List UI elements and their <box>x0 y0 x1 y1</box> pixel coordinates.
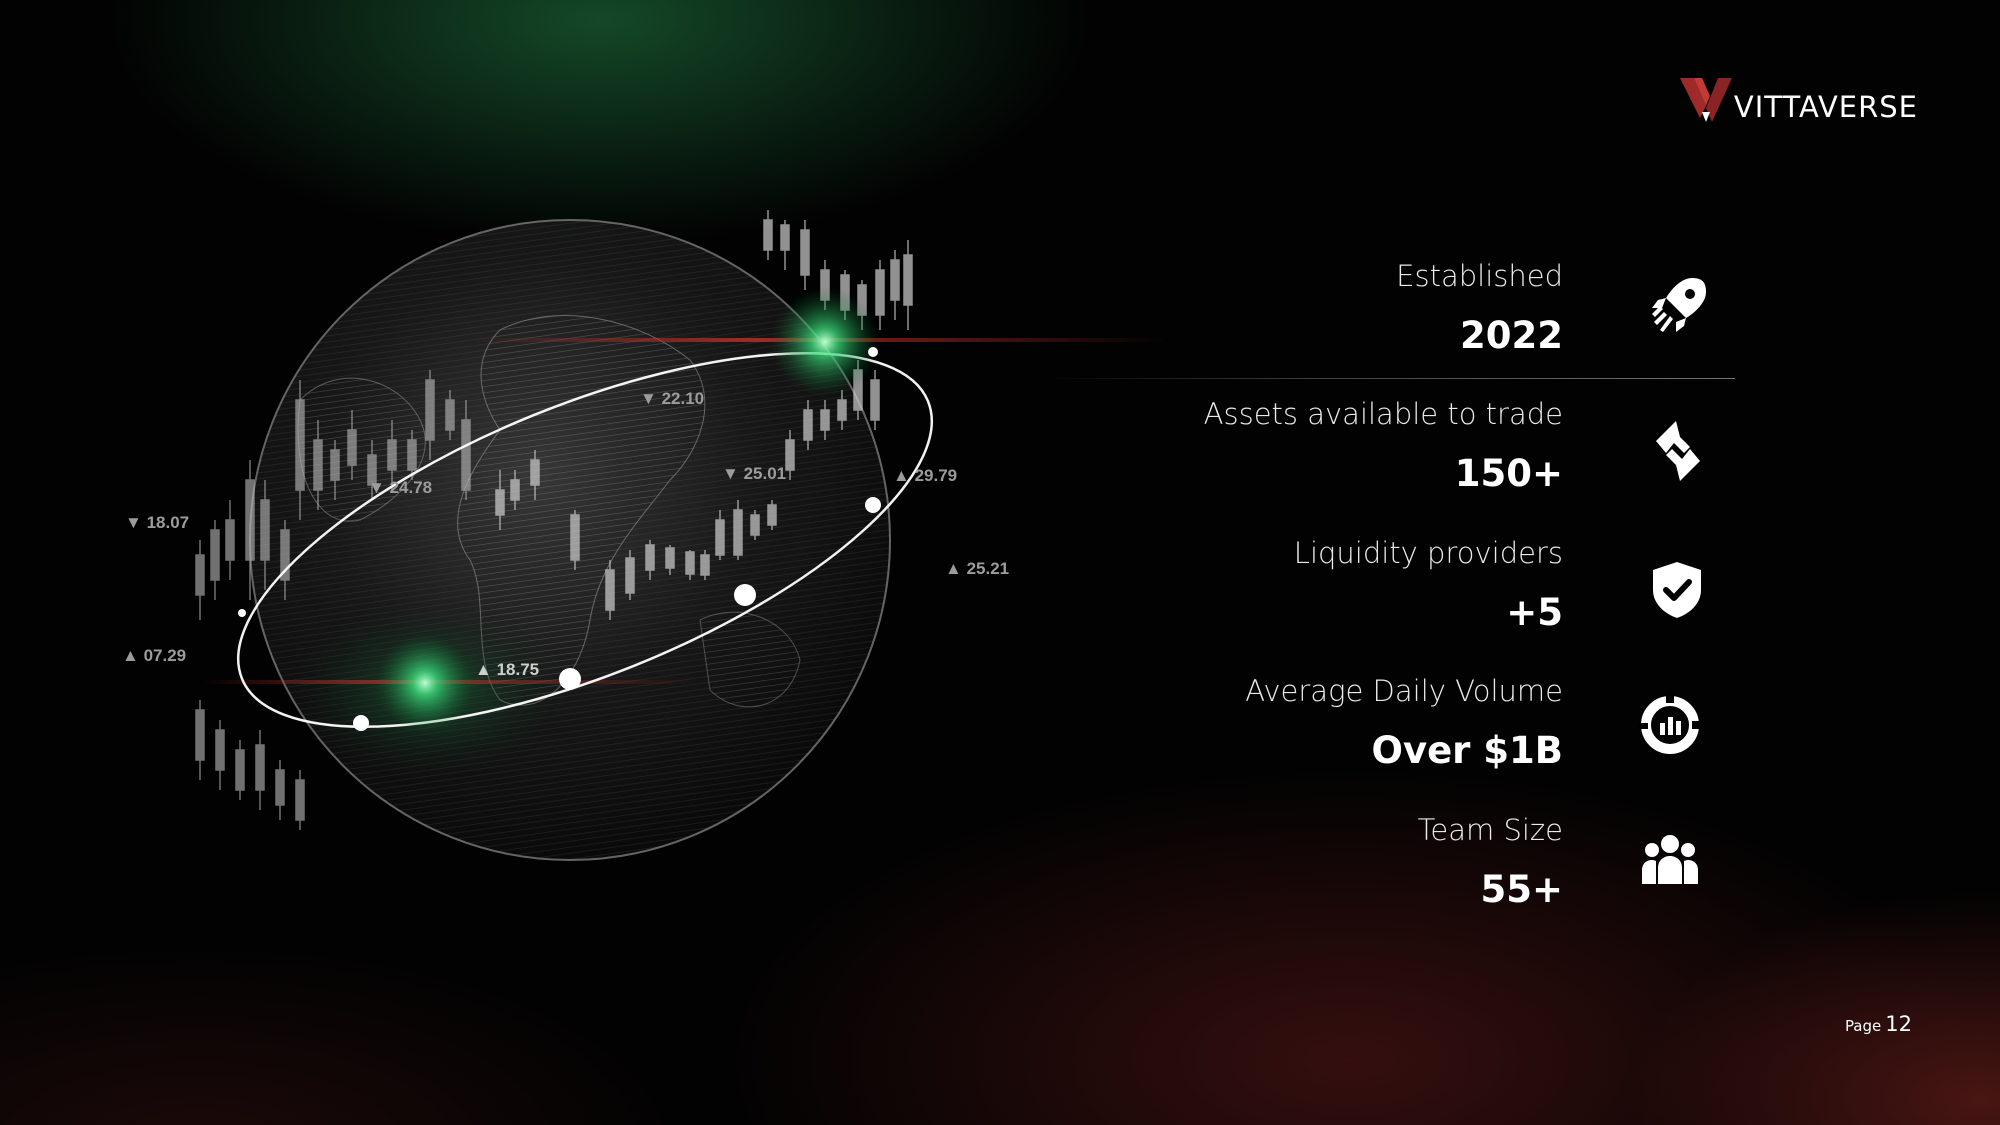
price-label: ▲ 07.29 <box>122 646 186 665</box>
stat-label: Team Size <box>1417 813 1563 847</box>
team-icon <box>1642 835 1698 884</box>
stat-value: Over $1B <box>1371 729 1564 772</box>
stat-value: 55+ <box>1480 868 1564 911</box>
page-number: Page 12 <box>1845 1012 1912 1036</box>
price-label: ▲ 18.75 <box>475 660 539 679</box>
rocket-icon <box>1652 278 1706 332</box>
stat-value: 2022 <box>1460 314 1563 357</box>
stat-liquidity: Liquidity providers +5 <box>863 536 1563 634</box>
orbit-ring <box>236 351 934 729</box>
price-label: ▼ 25.01 <box>722 464 786 483</box>
globe-trading-illustration: ▼ 22.10 ▼ 24.78 ▼ 25.01 ▲ 29.79 ▼ 18.07 … <box>122 210 1170 861</box>
price-label: ▲ 25.21 <box>945 559 1009 578</box>
stat-label: Assets available to trade <box>1203 397 1563 431</box>
orbit-node <box>559 668 581 690</box>
analytics-donut-icon <box>1638 693 1702 754</box>
stat-label: Liquidity providers <box>1293 536 1563 570</box>
vittaverse-logo-icon <box>1679 78 1732 122</box>
price-label: ▼ 22.10 <box>640 389 704 408</box>
exchange-arrows-icon <box>1656 421 1700 481</box>
brand-logo: VITTAVERSE <box>1679 78 1918 124</box>
stat-volume: Average Daily Volume Over $1B <box>863 674 1564 772</box>
stat-team: Team Size 55+ <box>863 813 1564 911</box>
candlestick-chart <box>195 370 471 830</box>
orbit-node <box>353 715 369 731</box>
stat-label: Average Daily Volume <box>1245 674 1563 708</box>
stat-value: +5 <box>1506 591 1563 634</box>
page-number-value: 12 <box>1885 1012 1912 1036</box>
shield-check-icon <box>1653 562 1701 618</box>
orbit-node <box>868 347 878 357</box>
divider <box>1040 378 1735 379</box>
stat-value: 150+ <box>1454 452 1563 495</box>
orbit-node <box>734 584 756 606</box>
orbit-node <box>865 497 881 513</box>
stat-label: Established <box>1396 259 1563 293</box>
stat-established: Established 2022 <box>863 259 1563 357</box>
price-label: ▼ 24.78 <box>368 478 432 497</box>
price-label: ▲ 29.79 <box>893 466 957 485</box>
orbit-node <box>238 609 246 617</box>
page-label: Page <box>1844 1017 1882 1035</box>
price-label: ▼ 18.07 <box>125 513 189 532</box>
brand-name: VITTAVERSE <box>1733 90 1918 124</box>
stat-assets: Assets available to trade 150+ <box>863 397 1563 495</box>
